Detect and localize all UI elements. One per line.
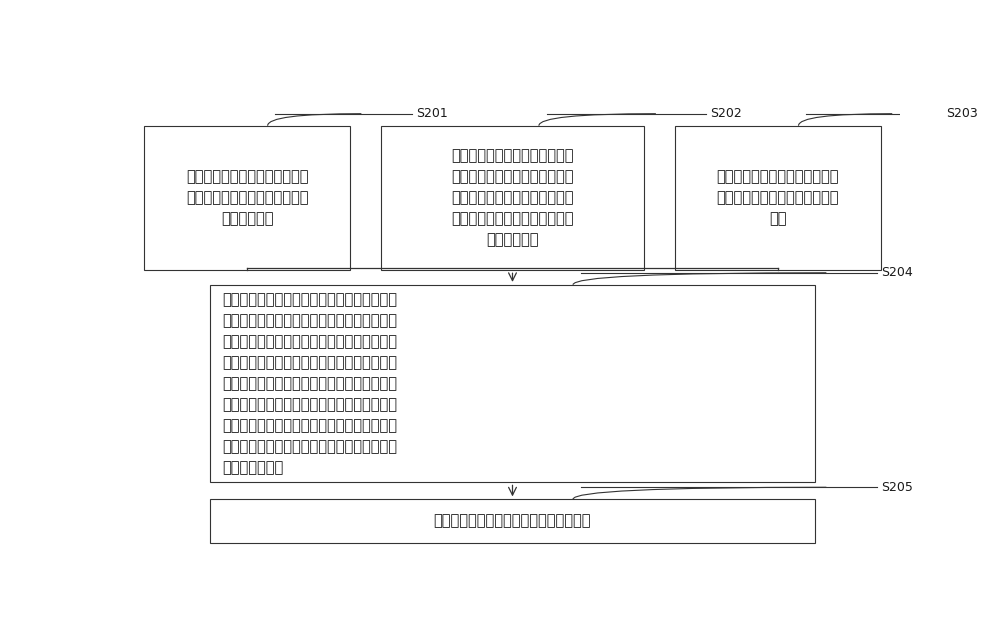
Text: 统计显示数据中，灰阶大于第一
灰阶阈值，且小于或者等于第二
灰阶阈值的像素个数，得到第二
个数，其中，第一灰阶阈值小于
第二灰阶阈值: 统计显示数据中，灰阶大于第一 灰阶阈值，且小于或者等于第二 灰阶阈值的像素个数，… <box>451 148 574 247</box>
Text: S201: S201 <box>416 107 447 120</box>
Bar <box>210 500 815 543</box>
Bar <box>210 285 815 483</box>
Text: 统计显示数据中，灰阶大于第二
灰阶阈值的像素个数，得到第三
个数: 统计显示数据中，灰阶大于第二 灰阶阈值的像素个数，得到第三 个数 <box>717 170 839 227</box>
Bar <box>144 126 350 270</box>
Text: 确定结果所属的统计情况，统计情况为：第一
统计情况、第二统计情况、第三统计情况，或
者第四统计情况，第一统计情况为：第一个数
为三个个数中的最大值，第二统计情况: 确定结果所属的统计情况，统计情况为：第一 统计情况、第二统计情况、第三统计情况，… <box>222 292 397 475</box>
Bar <box>381 126 644 270</box>
Text: 统计显示数据中，灰阶小于或者
等于第一灰阶阈值的像素个数，
得到第一个数: 统计显示数据中，灰阶小于或者 等于第一灰阶阈值的像素个数， 得到第一个数 <box>186 170 308 227</box>
Text: S205: S205 <box>881 481 913 494</box>
Text: S202: S202 <box>710 107 742 120</box>
Text: S203: S203 <box>946 107 978 120</box>
Text: 根据所属的统计情况调整初始输出分辨率: 根据所属的统计情况调整初始输出分辨率 <box>434 513 591 528</box>
Bar <box>675 126 881 270</box>
Text: S204: S204 <box>881 266 912 279</box>
